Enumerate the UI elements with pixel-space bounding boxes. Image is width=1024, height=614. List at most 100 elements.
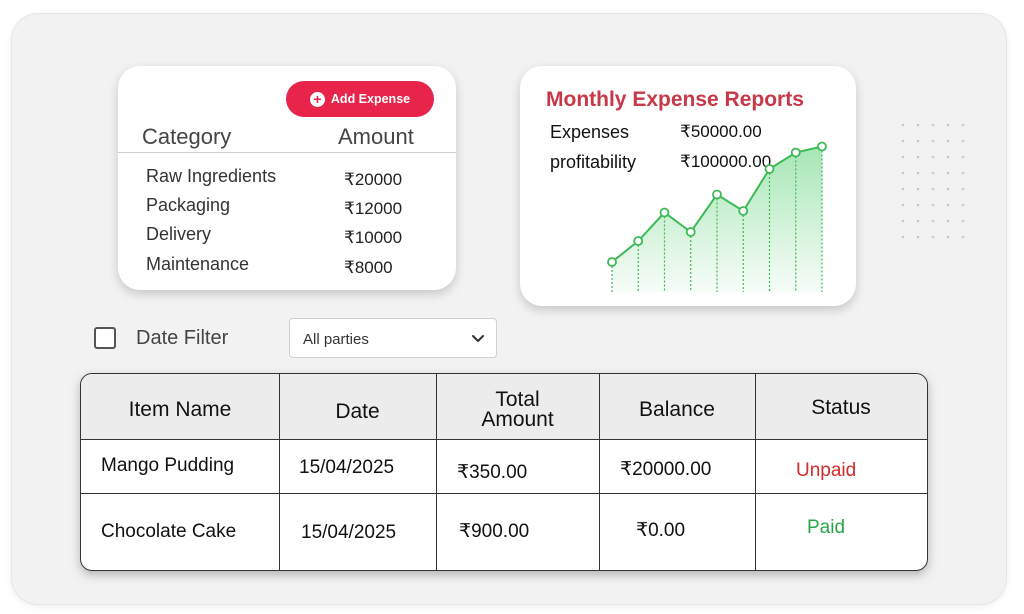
decorative-dot <box>946 235 950 239</box>
header-balance: Balance <box>639 398 715 421</box>
decorative-dot <box>901 219 905 223</box>
chart-point <box>764 164 775 174</box>
decorative-dot <box>931 155 935 159</box>
decorative-dot <box>931 203 935 207</box>
cell-item: Mango Pudding <box>101 455 235 476</box>
header-status: Status <box>811 396 871 419</box>
decorative-dot <box>931 219 935 223</box>
date-filter-label: Date Filter <box>136 327 229 349</box>
chart-point <box>738 206 749 216</box>
monthly-report-card: Monthly Expense Reports Expenses ₹50000.… <box>520 66 856 306</box>
decorative-dot <box>961 123 965 127</box>
decorative-dot <box>961 171 965 175</box>
cell-total: ₹900.00 <box>459 521 530 542</box>
decorative-dot <box>961 155 965 159</box>
expense-amount: ₹12000 <box>344 199 403 218</box>
cell-item: Chocolate Cake <box>101 521 237 542</box>
decorative-dot <box>946 219 950 223</box>
expense-category: Raw Ingredients <box>146 166 277 186</box>
chart-point <box>633 236 644 246</box>
plus-circle-icon: + <box>309 91 325 107</box>
decorative-dot <box>901 203 905 207</box>
decorative-dot <box>931 171 935 175</box>
header-total-amount-line2: Amount <box>481 408 554 431</box>
decorative-dot <box>946 155 950 159</box>
decorative-dot <box>916 219 920 223</box>
profitability-label: profitability <box>550 152 637 172</box>
decorative-dot <box>916 155 920 159</box>
chevron-down-icon <box>472 335 484 342</box>
items-table: Item Name Date Total Amount Balance Stat… <box>80 373 928 571</box>
decorative-dot <box>901 171 905 175</box>
party-select-value: All parties <box>303 331 369 348</box>
expense-row: Delivery ₹10000 <box>144 224 426 252</box>
header-date: Date <box>335 400 380 423</box>
header-total-amount: Total Amount <box>436 388 599 431</box>
expense-trend-chart <box>607 141 827 292</box>
decorative-dot <box>901 123 905 127</box>
chart-point <box>817 141 827 152</box>
expense-amount: ₹8000 <box>344 258 393 277</box>
decorative-dot <box>931 235 935 239</box>
expenses-label: Expenses <box>550 122 630 142</box>
chart-point <box>685 227 696 237</box>
profitability-value: ₹100000.00 <box>680 152 772 171</box>
cell-date: 15/04/2025 <box>299 457 395 478</box>
column-divider <box>755 374 756 570</box>
chart-point <box>790 147 801 158</box>
expense-row: Raw Ingredients ₹20000 <box>144 166 426 194</box>
decorative-dot <box>901 155 905 159</box>
column-divider <box>279 374 280 570</box>
add-expense-button[interactable]: + Add Expense <box>286 81 434 117</box>
chart-point <box>659 207 670 218</box>
cell-balance: ₹20000.00 <box>620 459 712 480</box>
row-divider <box>81 439 927 440</box>
decorative-dot <box>901 139 905 143</box>
decorative-dot <box>916 171 920 175</box>
expense-row: Packaging ₹12000 <box>144 195 426 223</box>
decorative-dot <box>916 235 920 239</box>
decorative-dot-grid <box>901 123 965 239</box>
cell-total: ₹350.00 <box>457 462 528 483</box>
decorative-dot <box>961 219 965 223</box>
decorative-dot <box>946 187 950 191</box>
decorative-dot <box>931 123 935 127</box>
expense-row: Maintenance ₹8000 <box>144 254 426 282</box>
header-item-name: Item Name <box>128 398 232 421</box>
expense-category-card: + Add Expense Category Amount Raw Ingred… <box>118 66 456 290</box>
chart-point <box>712 189 722 200</box>
column-divider <box>599 374 600 570</box>
decorative-dot <box>916 139 920 143</box>
expense-amount: ₹10000 <box>344 228 403 247</box>
date-filter-checkbox[interactable] <box>94 327 116 349</box>
decorative-dot <box>931 187 935 191</box>
party-select[interactable]: All parties <box>289 318 497 358</box>
column-divider <box>436 374 437 570</box>
decorative-dot <box>946 123 950 127</box>
status-badge: Paid <box>807 517 846 538</box>
amount-header: Amount <box>338 124 414 149</box>
cell-balance: ₹0.00 <box>636 520 686 541</box>
expense-amount: ₹20000 <box>344 170 403 189</box>
decorative-dot <box>916 123 920 127</box>
expenses-value: ₹50000.00 <box>680 122 762 141</box>
decorative-dot <box>946 203 950 207</box>
row-divider <box>81 493 927 494</box>
header-divider <box>118 152 456 153</box>
decorative-dot <box>916 187 920 191</box>
decorative-dot <box>946 171 950 175</box>
decorative-dot <box>916 203 920 207</box>
decorative-dot <box>961 203 965 207</box>
expense-category: Maintenance <box>146 254 250 274</box>
table-header <box>81 374 927 440</box>
report-title: Monthly Expense Reports <box>546 88 804 111</box>
header-total-amount-line1: Total <box>495 388 540 411</box>
status-badge: Unpaid <box>796 460 857 481</box>
decorative-dot <box>946 139 950 143</box>
category-header: Category <box>142 124 232 149</box>
decorative-dot <box>901 235 905 239</box>
decorative-dot <box>961 187 965 191</box>
expense-category: Delivery <box>146 224 212 244</box>
add-expense-label: Add Expense <box>330 92 411 106</box>
chart-point <box>607 257 617 267</box>
